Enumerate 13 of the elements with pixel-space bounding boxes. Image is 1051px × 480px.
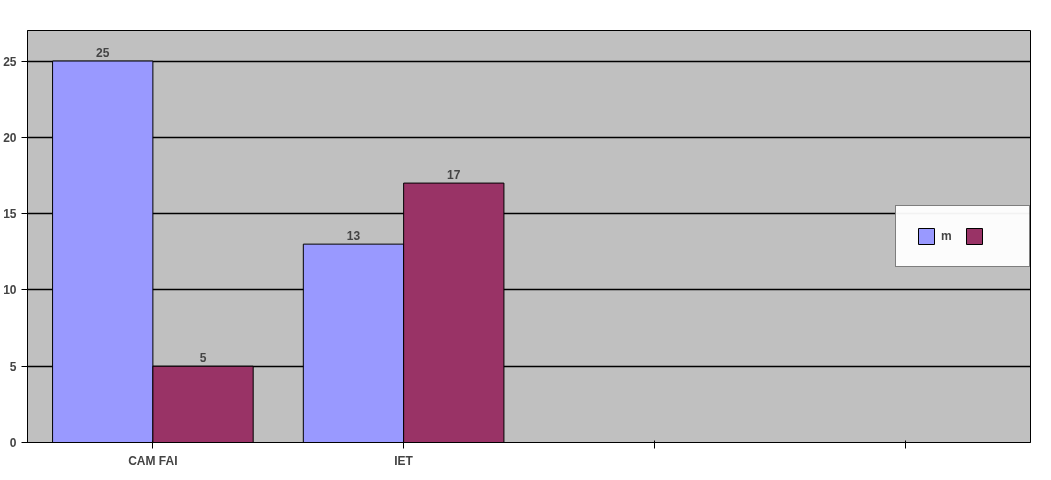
data-label: 25 <box>96 46 110 61</box>
data-label: 5 <box>199 351 207 366</box>
y-tick-label: 5 <box>9 359 17 374</box>
data-label: 13 <box>346 229 361 244</box>
y-tick-label: 10 <box>3 283 17 298</box>
x-tick-label: IET <box>394 453 414 468</box>
y-tick-label: 15 <box>3 207 17 222</box>
y-tick-label: 0 <box>9 436 17 450</box>
data-label: 17 <box>447 168 461 183</box>
legend-label: m <box>941 229 953 243</box>
y-tick-label: 25 <box>3 54 17 69</box>
y-tick-label: 20 <box>3 130 17 145</box>
x-tick-label: CAM FAI <box>128 453 178 468</box>
